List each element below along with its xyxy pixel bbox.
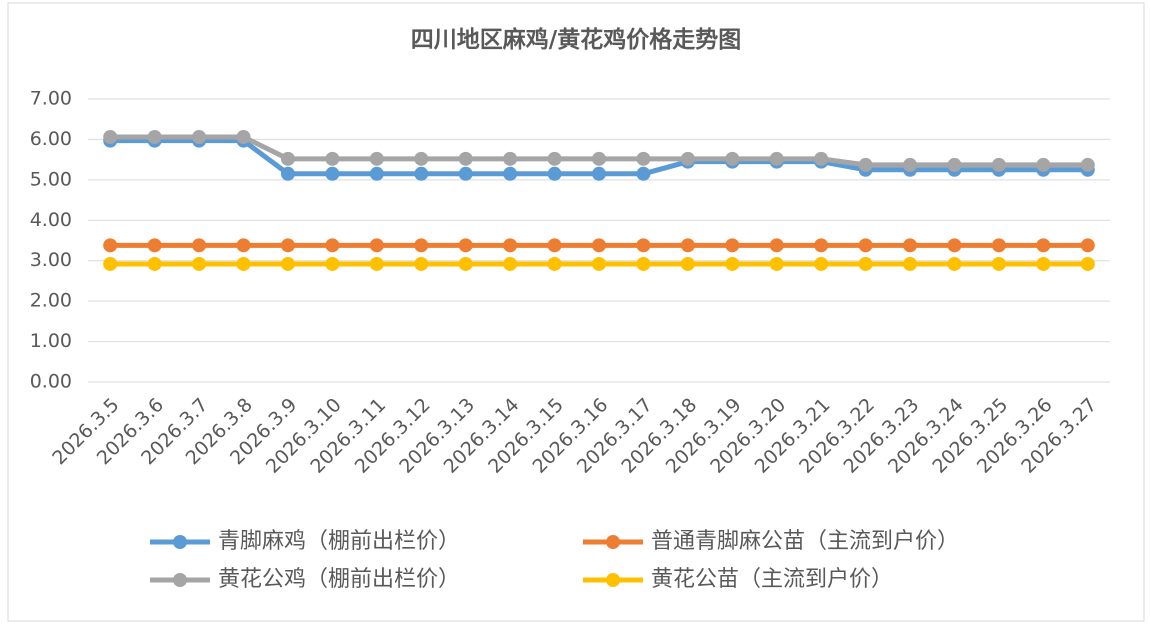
data-point	[280, 256, 295, 271]
data-point	[903, 157, 918, 172]
legend-label: 黄花公鸡（棚前出栏价）	[218, 567, 460, 592]
data-point	[636, 238, 651, 253]
data-point	[192, 238, 207, 253]
data-point	[325, 256, 340, 271]
legend-marker	[606, 535, 620, 549]
data-point	[103, 256, 118, 271]
data-point	[680, 256, 695, 271]
data-point	[947, 238, 962, 253]
data-point	[1080, 157, 1095, 172]
data-point	[503, 238, 518, 253]
data-point	[236, 130, 251, 145]
y-tick-label: 5.00	[30, 168, 72, 190]
data-point	[1080, 238, 1095, 253]
data-point	[858, 157, 873, 172]
data-point	[236, 256, 251, 271]
data-point	[280, 166, 295, 181]
data-point	[414, 166, 429, 181]
data-point	[369, 256, 384, 271]
legend-label: 黄花公苗（主流到户价）	[651, 567, 893, 592]
data-point	[280, 238, 295, 253]
y-tick-label: 3.00	[30, 249, 72, 271]
data-point	[325, 151, 340, 166]
data-point	[991, 256, 1006, 271]
data-point	[814, 238, 829, 253]
y-tick-label: 7.00	[30, 88, 72, 110]
legend-marker	[173, 535, 187, 549]
data-point	[947, 256, 962, 271]
data-point	[725, 256, 740, 271]
data-point	[236, 238, 251, 253]
data-point	[503, 166, 518, 181]
data-point	[103, 130, 118, 145]
data-point	[280, 151, 295, 166]
data-point	[814, 151, 829, 166]
data-point	[636, 151, 651, 166]
legend-marker	[606, 573, 620, 587]
data-point	[147, 130, 162, 145]
data-point	[903, 238, 918, 253]
data-point	[458, 256, 473, 271]
data-point	[769, 151, 784, 166]
data-point	[903, 256, 918, 271]
data-point	[769, 238, 784, 253]
y-tick-label: 4.00	[30, 209, 72, 231]
data-point	[458, 151, 473, 166]
data-point	[369, 238, 384, 253]
data-point	[414, 151, 429, 166]
data-point	[547, 256, 562, 271]
data-point	[592, 166, 606, 181]
y-tick-label: 2.00	[30, 290, 72, 312]
data-point	[991, 157, 1006, 172]
data-point	[1080, 256, 1095, 271]
data-point	[725, 151, 740, 166]
chart-frame	[7, 2, 1145, 622]
data-point	[547, 166, 562, 181]
legend-marker	[173, 573, 187, 587]
data-point	[147, 256, 162, 271]
data-point	[947, 157, 962, 172]
data-point	[414, 238, 429, 253]
data-point	[680, 238, 695, 253]
data-point	[769, 256, 784, 271]
y-tick-label: 6.00	[30, 128, 72, 150]
data-point	[1036, 238, 1051, 253]
data-point	[192, 256, 207, 271]
data-point	[147, 238, 162, 253]
data-point	[369, 151, 384, 166]
data-point	[592, 256, 606, 271]
data-point	[192, 130, 207, 145]
data-point	[103, 238, 118, 253]
data-point	[636, 256, 651, 271]
data-point	[458, 166, 473, 181]
chart-title: 四川地区麻鸡/黄花鸡价格走势图	[411, 26, 741, 53]
data-point	[636, 166, 651, 181]
legend-label: 普通青脚麻公苗（主流到户价）	[651, 529, 959, 554]
data-point	[503, 151, 518, 166]
legend-label: 青脚麻鸡（棚前出栏价）	[218, 529, 460, 554]
y-tick-label: 0.00	[30, 371, 72, 393]
y-tick-label: 1.00	[30, 330, 72, 352]
data-point	[503, 256, 518, 271]
data-point	[991, 238, 1006, 253]
data-point	[725, 238, 740, 253]
data-point	[1036, 256, 1051, 271]
data-point	[592, 238, 606, 253]
data-point	[1036, 157, 1051, 172]
data-point	[325, 166, 340, 181]
data-point	[325, 238, 340, 253]
data-point	[858, 256, 873, 271]
data-point	[414, 256, 429, 271]
data-point	[858, 238, 873, 253]
data-point	[547, 238, 562, 253]
data-point	[458, 238, 473, 253]
data-point	[369, 166, 384, 181]
data-point	[547, 151, 562, 166]
data-point	[814, 256, 829, 271]
data-point	[592, 151, 606, 166]
data-point	[680, 151, 695, 166]
